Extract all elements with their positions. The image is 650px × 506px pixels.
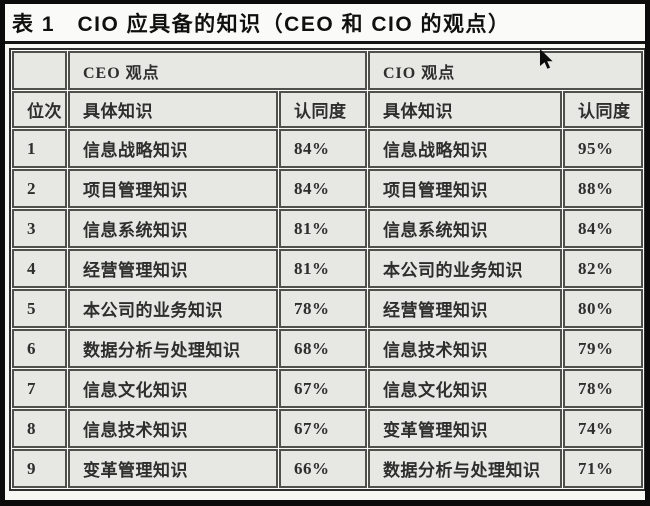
table-row: 2 项目管理知识 84% 项目管理知识 88%	[12, 169, 644, 208]
ceo-approval-cell: 78%	[279, 289, 367, 328]
ceo-knowledge-cell: 经营管理知识	[68, 249, 278, 288]
table-row: 9 变革管理知识 66% 数据分析与处理知识 71%	[12, 449, 644, 488]
rank-cell: 9	[12, 449, 67, 488]
ceo-knowledge-cell: 信息文化知识	[68, 369, 278, 408]
table-row: 3 信息系统知识 81% 信息系统知识 84%	[12, 209, 644, 248]
group-header-row: CEO 观点 CIO 观点	[12, 51, 644, 90]
ceo-approval-header: 认同度	[279, 91, 367, 128]
ceo-approval-cell: 66%	[279, 449, 367, 488]
cio-knowledge-cell: 信息技术知识	[368, 329, 562, 368]
cio-knowledge-cell: 信息系统知识	[368, 209, 562, 248]
ceo-approval-cell: 84%	[279, 169, 367, 208]
cio-group-header: CIO 观点	[368, 51, 644, 90]
table-caption: 表 1 CIO 应具备的知识（CEO 和 CIO 的观点）	[5, 4, 645, 44]
ceo-approval-cell: 81%	[279, 209, 367, 248]
cio-knowledge-cell: 数据分析与处理知识	[368, 449, 562, 488]
cio-knowledge-cell: 信息战略知识	[368, 129, 562, 168]
cio-knowledge-cell: 项目管理知识	[368, 169, 562, 208]
cio-knowledge-header: 具体知识	[368, 91, 562, 128]
cio-approval-cell: 79%	[563, 329, 644, 368]
ceo-knowledge-cell: 项目管理知识	[68, 169, 278, 208]
table-row: 8 信息技术知识 67% 变革管理知识 74%	[12, 409, 644, 448]
ceo-knowledge-cell: 本公司的业务知识	[68, 289, 278, 328]
cio-approval-cell: 84%	[563, 209, 644, 248]
rank-cell: 6	[12, 329, 67, 368]
cio-approval-cell: 82%	[563, 249, 644, 288]
cio-approval-cell: 95%	[563, 129, 644, 168]
cio-approval-cell: 80%	[563, 289, 644, 328]
cio-knowledge-cell: 本公司的业务知识	[368, 249, 562, 288]
mouse-cursor-icon	[540, 49, 553, 69]
cio-approval-cell: 78%	[563, 369, 644, 408]
cio-approval-header: 认同度	[563, 91, 644, 128]
table-row: 1 信息战略知识 84% 信息战略知识 95%	[12, 129, 644, 168]
column-header-row: 位次 具体知识 认同度 具体知识 认同度	[12, 91, 644, 128]
ceo-knowledge-header: 具体知识	[68, 91, 278, 128]
table-row: 6 数据分析与处理知识 68% 信息技术知识 79%	[12, 329, 644, 368]
knowledge-comparison-table: CEO 观点 CIO 观点 位次 具体知识 认同度 具体知识 认同度 1 信息战…	[9, 48, 645, 491]
ceo-approval-cell: 67%	[279, 409, 367, 448]
ceo-approval-cell: 67%	[279, 369, 367, 408]
rank-cell: 5	[12, 289, 67, 328]
cio-knowledge-cell: 变革管理知识	[368, 409, 562, 448]
ceo-knowledge-cell: 信息战略知识	[68, 129, 278, 168]
rank-cell: 2	[12, 169, 67, 208]
rank-cell: 3	[12, 209, 67, 248]
cio-approval-cell: 71%	[563, 449, 644, 488]
table-row: 4 经营管理知识 81% 本公司的业务知识 82%	[12, 249, 644, 288]
ceo-knowledge-cell: 信息技术知识	[68, 409, 278, 448]
cio-knowledge-cell: 信息文化知识	[368, 369, 562, 408]
rank-cell: 8	[12, 409, 67, 448]
rank-header: 位次	[12, 91, 67, 128]
rank-cell: 7	[12, 369, 67, 408]
ceo-group-header: CEO 观点	[68, 51, 367, 90]
rank-cell: 4	[12, 249, 67, 288]
ceo-knowledge-cell: 数据分析与处理知识	[68, 329, 278, 368]
corner-cell	[12, 51, 67, 90]
cio-approval-cell: 88%	[563, 169, 644, 208]
ceo-approval-cell: 81%	[279, 249, 367, 288]
rank-cell: 1	[12, 129, 67, 168]
ceo-approval-cell: 84%	[279, 129, 367, 168]
ceo-approval-cell: 68%	[279, 329, 367, 368]
ceo-knowledge-cell: 变革管理知识	[68, 449, 278, 488]
table-row: 7 信息文化知识 67% 信息文化知识 78%	[12, 369, 644, 408]
ceo-knowledge-cell: 信息系统知识	[68, 209, 278, 248]
cio-approval-cell: 74%	[563, 409, 644, 448]
table-row: 5 本公司的业务知识 78% 经营管理知识 80%	[12, 289, 644, 328]
cio-knowledge-cell: 经营管理知识	[368, 289, 562, 328]
